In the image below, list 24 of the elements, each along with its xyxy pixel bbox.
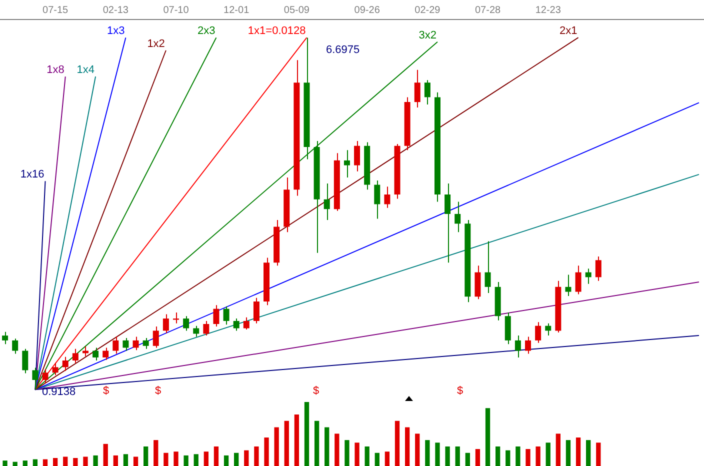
x-tick-label: 02-29: [414, 4, 441, 16]
x-tick-label: 12-23: [535, 4, 562, 16]
series-label: 1x1=0.0128: [248, 25, 306, 38]
annotation: $: [313, 385, 320, 398]
x-tick-label: 12-01: [224, 4, 250, 16]
series-label: 1x16: [20, 168, 44, 181]
series-label: 3x2: [418, 29, 436, 42]
annotation: 6.6975: [326, 44, 360, 56]
series-label: 2x3: [197, 25, 216, 38]
x-tick-label: 02-13: [102, 4, 129, 16]
x-tick-label: 07-10: [163, 4, 190, 16]
x-tick-label: 07-28: [474, 4, 501, 16]
x-tick-label: 07-15: [42, 4, 69, 16]
annotation: $: [457, 385, 464, 398]
series-label: 1x2: [147, 38, 165, 50]
annotation: $: [103, 385, 110, 398]
series-label: 1x3: [106, 25, 125, 38]
x-tick-label: 05-09: [284, 4, 310, 16]
annotation: 0.9138: [42, 386, 76, 398]
series-label: 2x1: [560, 25, 578, 38]
series-label: 1x4: [76, 64, 95, 76]
series-label: 1x8: [46, 64, 64, 76]
x-tick-label: 09-26: [354, 4, 380, 16]
annotation: $: [155, 385, 162, 398]
